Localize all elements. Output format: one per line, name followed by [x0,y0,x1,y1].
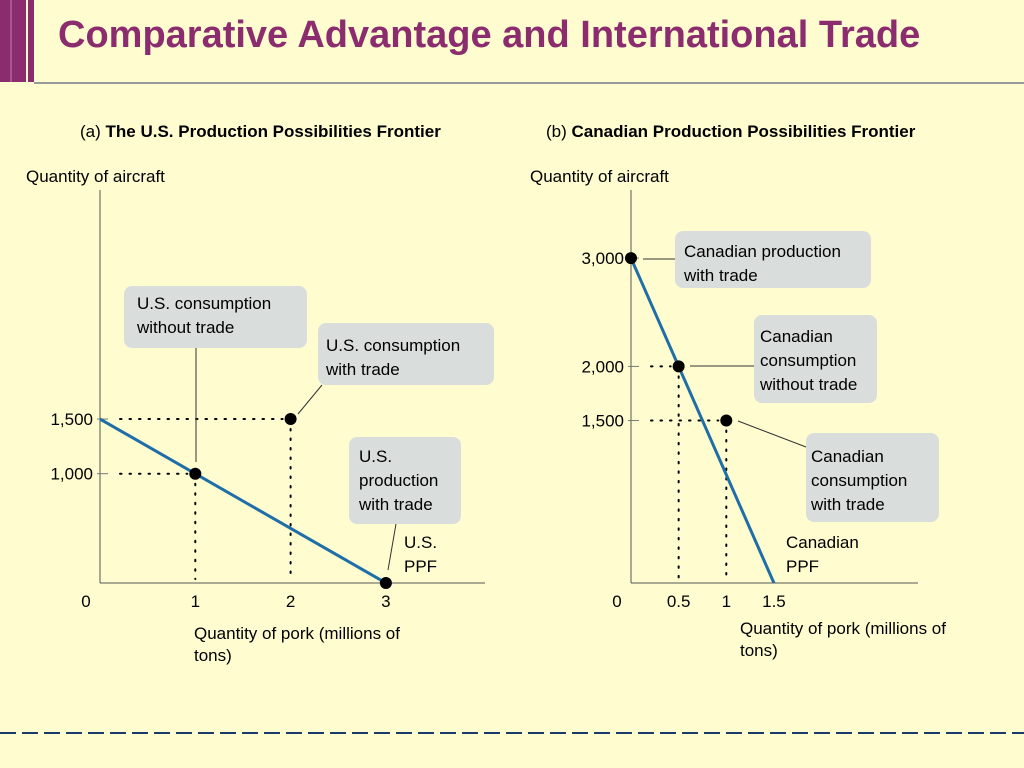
ppf-label-b-line: Canadian [786,533,859,552]
callout-a3-line: U.S. [359,447,392,466]
panel-a-prefix: (a) [80,122,101,141]
panel-a-x-tick-label: 2 [286,592,295,611]
callout-b3-leader [737,420,807,448]
footer-dashed-rule [0,732,1024,734]
panel-a-x-tick-label: 3 [381,592,390,611]
callout-b3-line: with trade [810,495,885,514]
panel-a-x-axis-label-line: Quantity of pork (millions of [194,624,400,643]
panel-a-title: (a) The U.S. Production Possibilities Fr… [80,122,441,142]
panel-b-x-tick-label: 0.5 [667,592,691,611]
panel-b-prefix: (b) [546,122,567,141]
callout-a1: U.S. consumption without trade [136,294,271,337]
us-production-with-trade-point [379,577,392,589]
callout-b3-line: Canadian [811,447,884,466]
callout-a1-box [124,286,307,348]
panel-b-title-text: Canadian Production Possibilities Fronti… [571,122,916,141]
panel-b-y-tick-label: 2,000 [581,357,624,376]
callout-a3: U.S. production with trade [358,447,438,514]
panel-a-x-axis-label: Quantity of pork (millions of tons) [194,624,400,665]
panel-b-x-axis-label: Quantity of pork (millions of tons) [740,619,946,660]
panel-a-ppf-line [99,417,387,585]
callout-b3: Canadian consumption with trade [810,447,907,514]
panel-b-ppf-line [629,257,776,584]
callout-b3-box [806,433,939,522]
callout-b3-line: consumption [811,471,907,490]
ppf-label-a-line: PPF [404,557,437,576]
canadian-production-with-trade-point [625,252,637,265]
title-accent-bar [0,0,34,82]
panel-a-x-tick-label: 0 [81,592,90,611]
callout-a2-leader [297,384,323,415]
panel-b-y-tick-label: 3,000 [581,249,624,268]
us-consumption-with-trade-point [284,413,297,426]
us-consumption-without-trade-point [189,467,202,480]
callout-a3-leader [387,523,397,571]
ppf-label-a-line: U.S. [404,533,437,552]
panel-a-y-tick-label: 1,500 [50,410,93,429]
callout-a2-box [318,323,494,385]
panel-b-x-axis-label-line: tons) [740,641,778,660]
callout-a1-line: without trade [136,318,234,337]
panel-b-title: (b) Canadian Production Possibilities Fr… [546,122,915,142]
ppf-label-b-line: PPF [786,557,819,576]
callout-a3-line: production [359,471,438,490]
ppf-label-b: Canadian PPF [786,533,859,576]
ppf-label-a: U.S. PPF [404,533,437,576]
panel-b-x-tick-label: 1.5 [762,592,786,611]
callout-b2-box [754,315,877,403]
callout-a3-line: with trade [358,495,433,514]
panel-a-x-tick-label: 1 [191,592,200,611]
panel-a-x-axis-label-line: tons) [194,646,232,665]
callout-b2: Canadian consumption without trade [759,327,857,394]
callout-a1-line: U.S. consumption [137,294,271,313]
callout-b2-line: Canadian [760,327,833,346]
title-divider [34,82,1024,84]
callout-a2-line: U.S. consumption [326,336,460,355]
callout-a3-box [349,437,461,524]
canadian-consumption-without-trade-point [672,360,685,373]
slide-title: Comparative Advantage and International … [58,14,921,56]
canadian-consumption-with-trade-point [720,414,733,427]
callout-b2-line: consumption [760,351,856,370]
panel-b-x-tick-label: 1 [722,592,731,611]
panel-b-x-axis-label-line: Quantity of pork (millions of [740,619,946,638]
callout-b1-box [675,231,871,288]
panel-a-y-tick-label: 1,000 [50,465,93,484]
panel-b-y-tick-label: 1,500 [581,412,624,431]
callout-b2-line: without trade [759,375,857,394]
callout-b1-line: with trade [683,266,758,285]
callout-a2: U.S. consumption with trade [325,336,460,379]
panel-a-y-axis-label: Quantity of aircraft [26,167,165,186]
callout-a2-line: with trade [325,360,400,379]
callout-b1-line: Canadian production [684,242,841,261]
panel-b-x-tick-label: 0 [612,592,621,611]
panel-a-title-text: The U.S. Production Possibilities Fronti… [105,122,441,141]
panel-b-y-axis-label: Quantity of aircraft [530,167,669,186]
callout-b1: Canadian production with trade [683,242,841,285]
